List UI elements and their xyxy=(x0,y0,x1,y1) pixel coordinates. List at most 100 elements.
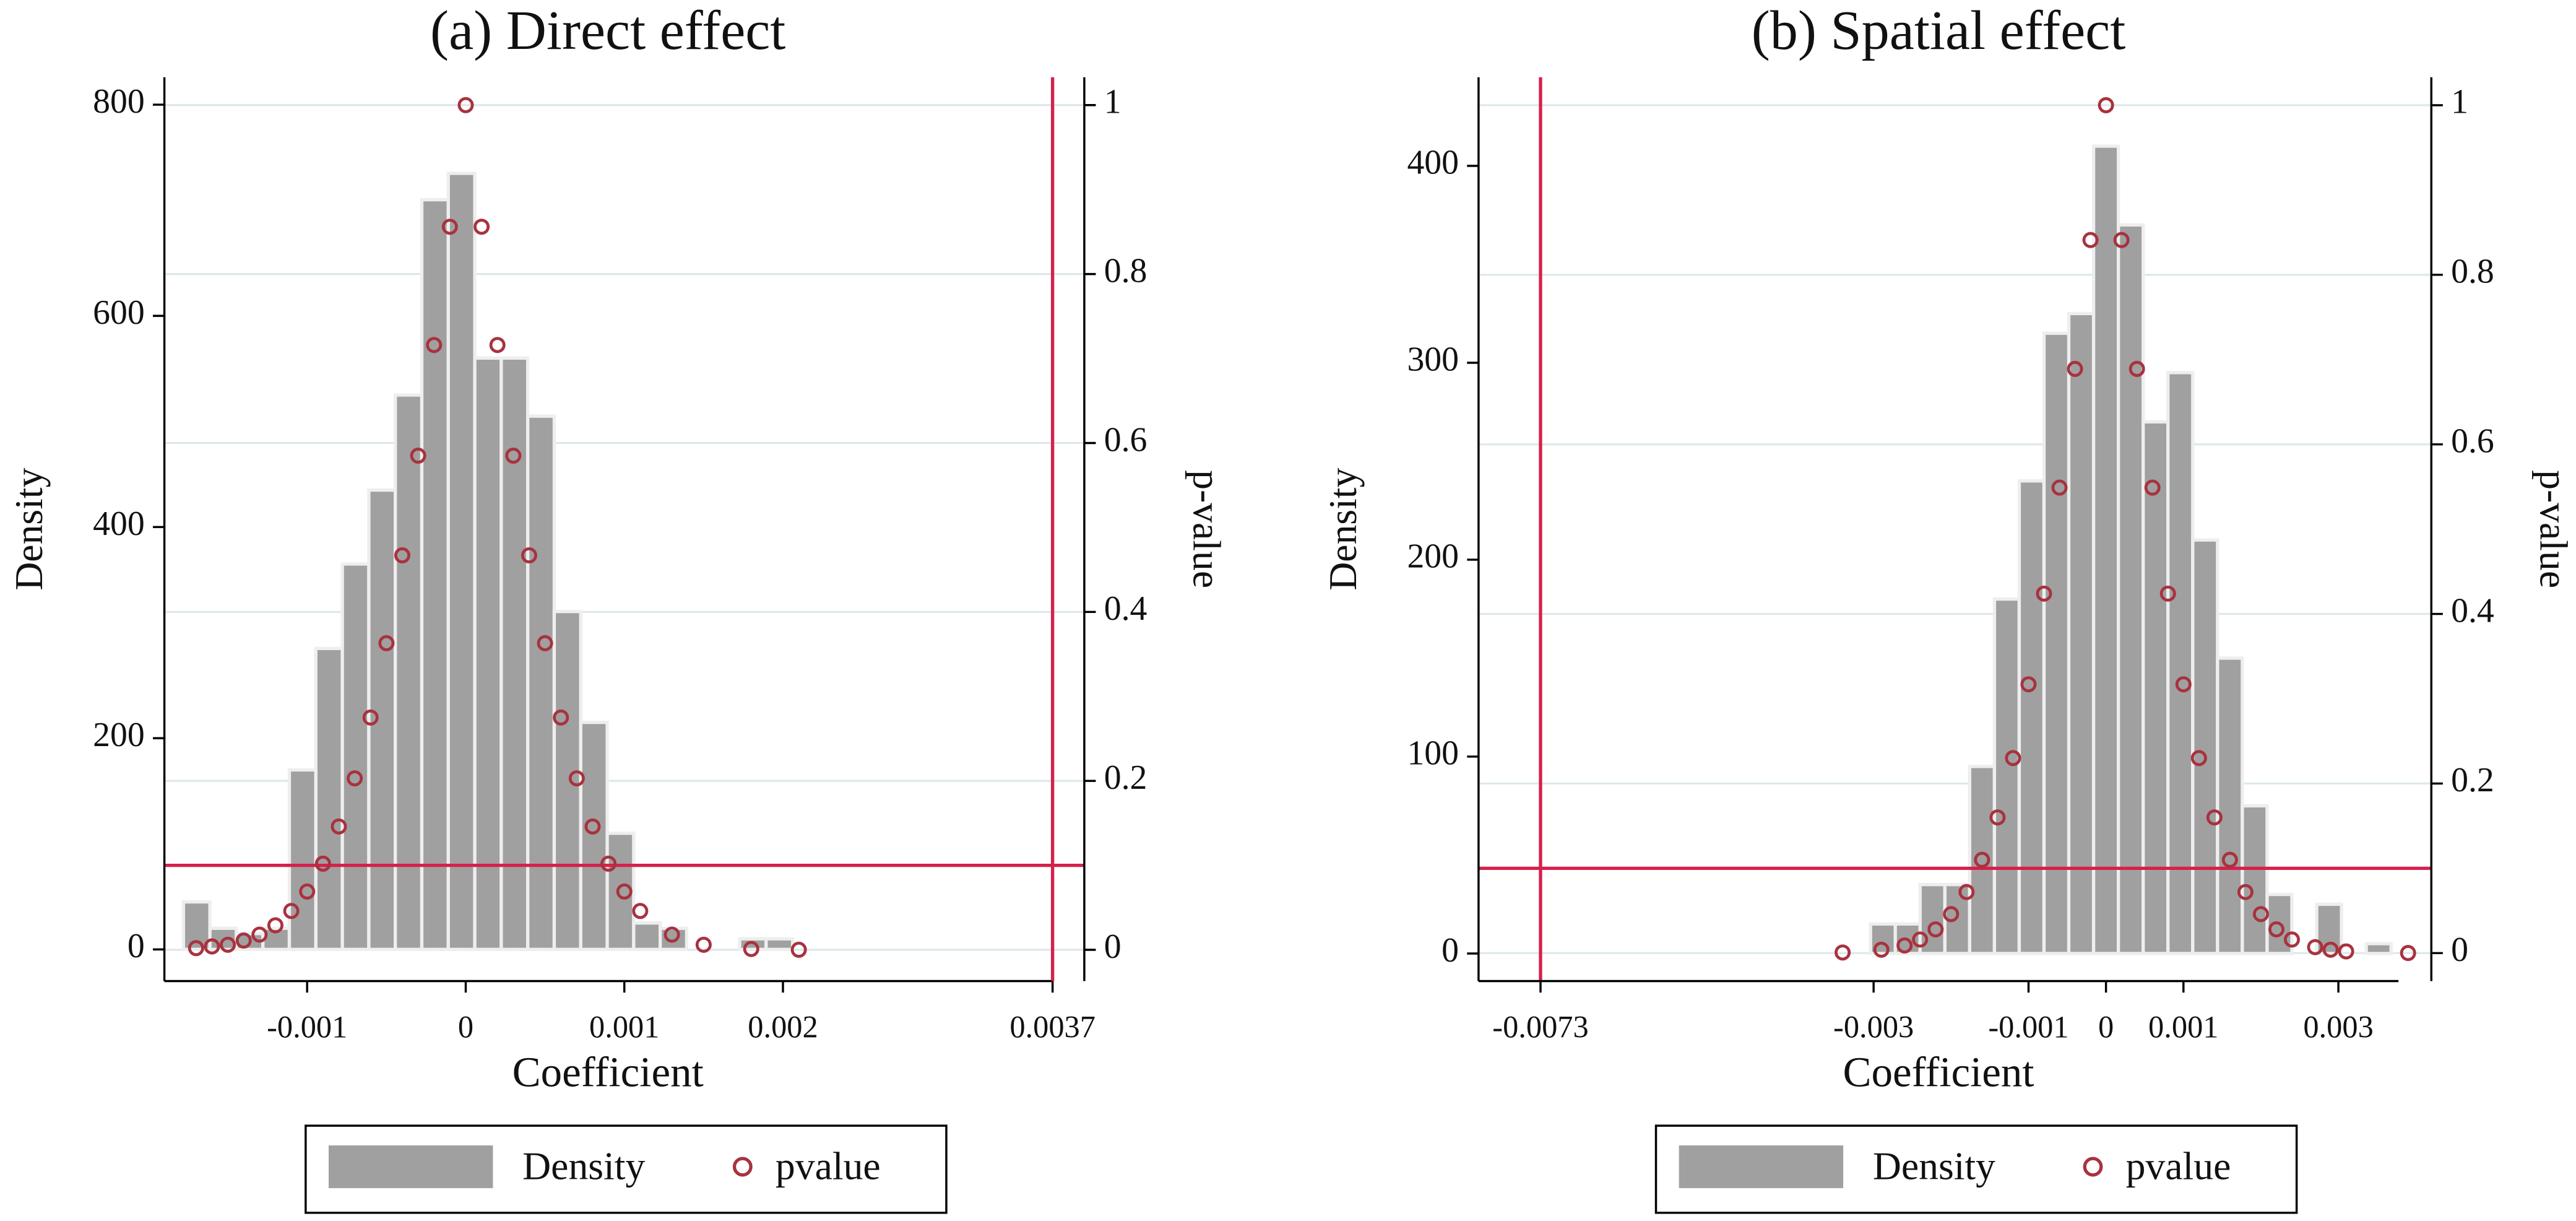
pvalue-point xyxy=(314,855,331,872)
bar xyxy=(526,414,556,951)
bar xyxy=(605,832,636,951)
pvalue-point xyxy=(537,635,553,651)
pvalue-point xyxy=(251,926,268,943)
y-tick-label: 800 xyxy=(93,82,145,121)
pvalue-point xyxy=(1943,906,1960,923)
pvalue-point xyxy=(743,941,759,957)
pvalue-point xyxy=(568,770,585,787)
pvalue-point xyxy=(188,940,204,957)
bar xyxy=(2241,804,2269,955)
bar xyxy=(1992,597,2021,955)
legend-swatch xyxy=(1679,1145,1844,1188)
pvalue-point xyxy=(2036,585,2052,602)
pvalue-point xyxy=(235,932,252,949)
bar xyxy=(2216,656,2244,955)
bar xyxy=(1968,765,1997,955)
pvalue-point xyxy=(347,770,363,787)
bar xyxy=(2116,223,2145,955)
bar xyxy=(552,609,582,951)
pvalue-point xyxy=(505,447,522,464)
bar xyxy=(2142,420,2170,955)
pvalue-point xyxy=(394,547,410,563)
bar xyxy=(340,562,371,951)
pvalue-point xyxy=(2051,479,2068,496)
pvalue-point xyxy=(2159,585,2176,602)
pvalue-point xyxy=(2082,232,2099,248)
bar xyxy=(314,646,344,951)
pvalue-point xyxy=(204,938,220,955)
pvalue-point xyxy=(267,917,283,934)
pvalue-point xyxy=(2338,943,2354,960)
pvalue-point xyxy=(331,818,347,835)
pvalue-point xyxy=(2067,360,2083,377)
pvalue-point xyxy=(457,97,474,113)
bar xyxy=(2191,538,2219,955)
x-tick-label: 0.003 xyxy=(2303,1010,2373,1045)
y2-tick-label: 0 xyxy=(1104,928,1122,966)
bar xyxy=(2017,479,2046,955)
legend-label: Density xyxy=(522,1144,645,1188)
pvalue-point xyxy=(441,219,458,235)
legend-label: Density xyxy=(1873,1144,1995,1188)
pvalue-point xyxy=(378,635,395,651)
y-tick-label: 0 xyxy=(128,927,145,965)
bar xyxy=(2042,331,2071,955)
pvalue-point xyxy=(2268,921,2284,937)
bar xyxy=(1869,922,1897,955)
y-tick-label: 400 xyxy=(93,505,145,543)
bar xyxy=(579,721,609,951)
bar xyxy=(2067,311,2096,955)
y-tick-label: 300 xyxy=(1407,341,1459,379)
y2-tick-label: 1 xyxy=(2451,83,2468,121)
bar xyxy=(446,172,477,951)
pvalue-point xyxy=(2400,945,2416,962)
pvalue-point xyxy=(2129,360,2145,377)
legend-marker xyxy=(732,1157,753,1177)
pvalue-point xyxy=(473,219,490,235)
y2-tick-label: 0.8 xyxy=(2451,253,2494,291)
pvalue-point xyxy=(2252,906,2269,923)
pvalue-point xyxy=(1974,851,1990,868)
y2-tick-label: 0.4 xyxy=(1104,589,1148,628)
pvalue-point xyxy=(2322,941,2339,958)
x-tick-label: 0.001 xyxy=(2148,1010,2218,1045)
pvalue-point xyxy=(584,818,601,835)
y-axis-title: Density xyxy=(1321,467,1365,590)
x-tick-label: -0.003 xyxy=(1833,1010,1914,1045)
pvalue-point xyxy=(616,883,633,900)
bar xyxy=(764,937,795,951)
bar xyxy=(2364,942,2393,955)
bar xyxy=(367,488,397,951)
legend-label: pvalue xyxy=(2126,1144,2231,1188)
pvalue-point xyxy=(2283,931,2300,948)
pvalue-point xyxy=(426,337,443,354)
pvalue-point xyxy=(695,936,712,953)
legend-marker xyxy=(2083,1157,2103,1177)
pvalue-point xyxy=(2237,884,2254,900)
y2-tick-label: 0.8 xyxy=(1104,251,1148,290)
y-tick-label: 600 xyxy=(93,293,145,332)
pvalue-point xyxy=(2190,750,2207,767)
bar xyxy=(2166,371,2195,955)
y2-tick-label: 0.2 xyxy=(1104,758,1148,797)
pvalue-point xyxy=(521,547,537,563)
y2-tick-label: 0.4 xyxy=(2451,591,2494,630)
x-axis-title: Coefficient xyxy=(512,1048,704,1095)
y2-tick-label: 0.6 xyxy=(1104,420,1148,459)
bar xyxy=(287,768,318,951)
pvalue-point xyxy=(2221,851,2238,868)
x-tick-label: 0.001 xyxy=(589,1010,659,1045)
bar xyxy=(420,198,450,951)
bar xyxy=(473,356,503,951)
y2-tick-label: 0 xyxy=(2451,931,2468,969)
y-tick-label: 200 xyxy=(93,716,145,754)
y2-tick-label: 0.2 xyxy=(2451,761,2494,799)
y-tick-label: 200 xyxy=(1407,537,1459,576)
pvalue-point xyxy=(2307,939,2323,955)
chart-title: (b) Spatial effect xyxy=(1752,0,2126,61)
pvalue-point xyxy=(362,709,379,726)
pvalue-point xyxy=(1912,931,1929,948)
pvalue-point xyxy=(663,926,680,943)
